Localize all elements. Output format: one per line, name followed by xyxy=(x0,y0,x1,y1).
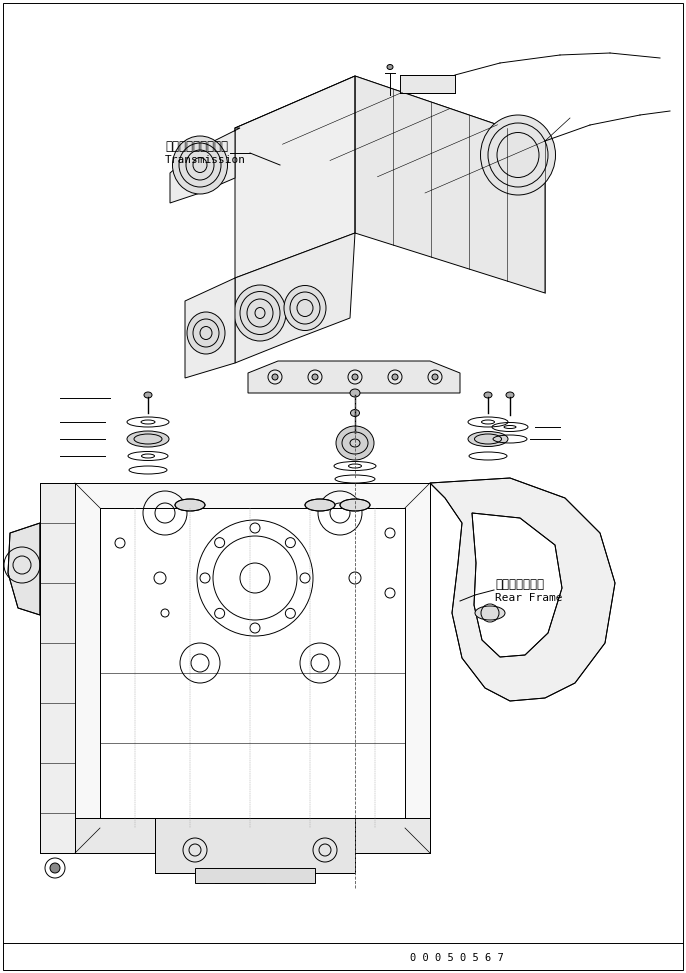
Polygon shape xyxy=(75,483,430,853)
Ellipse shape xyxy=(305,499,335,511)
Ellipse shape xyxy=(480,115,556,195)
Polygon shape xyxy=(235,76,355,278)
Polygon shape xyxy=(8,523,40,615)
Circle shape xyxy=(312,374,318,380)
Polygon shape xyxy=(75,818,430,853)
Ellipse shape xyxy=(175,499,205,511)
Circle shape xyxy=(392,374,398,380)
Polygon shape xyxy=(170,128,240,203)
Polygon shape xyxy=(235,76,545,193)
Ellipse shape xyxy=(387,64,393,69)
Circle shape xyxy=(272,374,278,380)
Polygon shape xyxy=(355,76,545,293)
Polygon shape xyxy=(155,818,355,883)
Ellipse shape xyxy=(340,499,370,511)
Ellipse shape xyxy=(284,285,326,331)
Polygon shape xyxy=(185,278,235,378)
Polygon shape xyxy=(100,508,405,828)
Ellipse shape xyxy=(351,410,359,416)
Ellipse shape xyxy=(475,606,505,620)
Polygon shape xyxy=(430,478,615,701)
Text: 0 0 0 5 0 5 6 7: 0 0 0 5 0 5 6 7 xyxy=(410,953,504,963)
Text: トランスミッション: トランスミッション xyxy=(165,140,228,153)
Polygon shape xyxy=(472,513,562,657)
Ellipse shape xyxy=(127,431,169,447)
Circle shape xyxy=(432,374,438,380)
Bar xyxy=(195,868,315,883)
Circle shape xyxy=(50,863,60,873)
Bar xyxy=(400,75,455,93)
Ellipse shape xyxy=(336,426,374,460)
Ellipse shape xyxy=(144,392,152,398)
Polygon shape xyxy=(235,233,355,363)
Text: Rear Frame: Rear Frame xyxy=(495,593,563,603)
Polygon shape xyxy=(40,483,75,853)
Ellipse shape xyxy=(172,136,228,194)
Circle shape xyxy=(352,374,358,380)
Ellipse shape xyxy=(234,285,286,341)
Text: リヤーフレーム: リヤーフレーム xyxy=(495,578,544,591)
Polygon shape xyxy=(248,361,460,393)
Ellipse shape xyxy=(484,392,492,398)
Ellipse shape xyxy=(506,392,514,398)
Ellipse shape xyxy=(187,312,225,354)
Ellipse shape xyxy=(350,389,360,397)
Ellipse shape xyxy=(468,431,508,447)
Text: Transmission: Transmission xyxy=(165,155,246,165)
